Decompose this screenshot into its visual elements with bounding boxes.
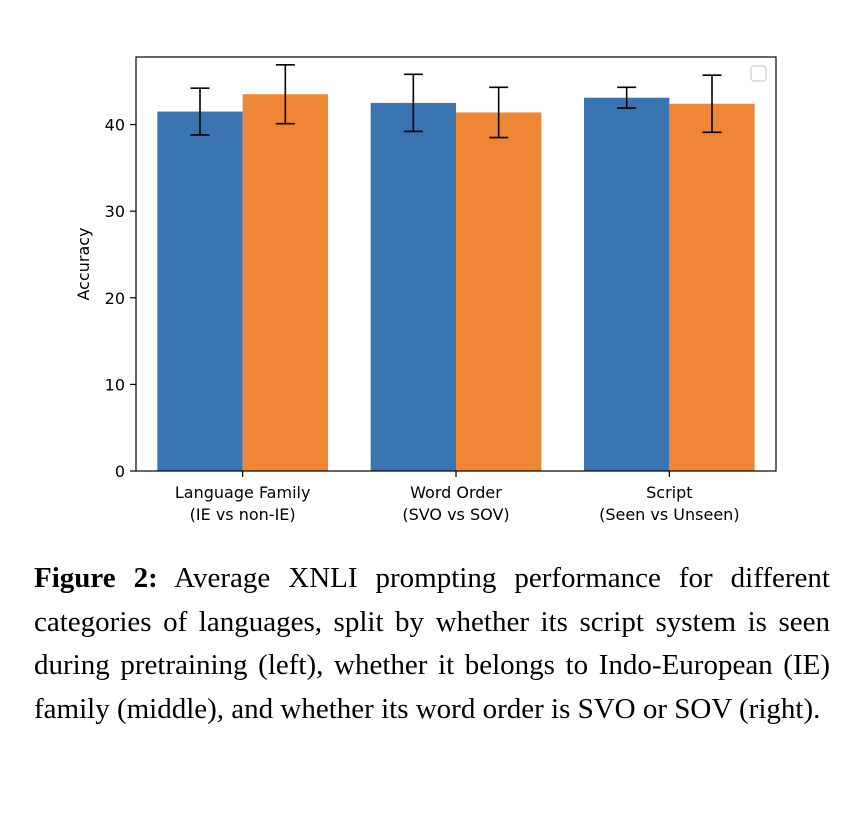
x-tick-label-line2: (SVO vs SOV) [402,505,509,524]
y-axis-label: Accuracy [74,227,93,300]
error-bars-layer [190,63,722,139]
bar-chart: 0 10 20 30 40 Language Family (IE vs non-IE) W… [74,56,777,524]
x-axis: Language Family (IE vs non-IE) Word Order (… [175,471,740,524]
bar-series-1-group-1 [157,111,243,471]
y-tick-label: 40 [105,116,125,135]
figure-caption: Figure 2: Average XNLI prompting perform… [34,557,830,731]
y-axis: 0 10 20 30 40 [105,116,136,481]
bar-series-2-group-3 [669,103,755,472]
caption-text: Average XNLI prompting performance for d… [34,562,830,725]
x-tick-label-line2: (Seen vs Unseen) [599,505,739,524]
x-tick-label-line1: Language Family [175,483,311,502]
x-tick-label-line1: Script [646,483,692,502]
legend-box [750,65,767,82]
x-tick-label-line1: Word Order [410,483,502,502]
y-tick-label: 20 [105,289,125,308]
bar-series-2-group-1 [242,94,328,471]
x-tick-label-line2: (IE vs non-IE) [190,505,296,524]
y-tick-label: 10 [105,375,125,394]
bar-series-2-group-2 [456,112,542,471]
bars-layer [157,94,755,472]
y-tick-label: 30 [105,202,125,221]
y-tick-label: 0 [115,462,125,481]
bar-series-1-group-2 [370,102,456,472]
figure-label: Figure 2: [34,562,158,594]
bar-series-1-group-3 [584,97,670,471]
